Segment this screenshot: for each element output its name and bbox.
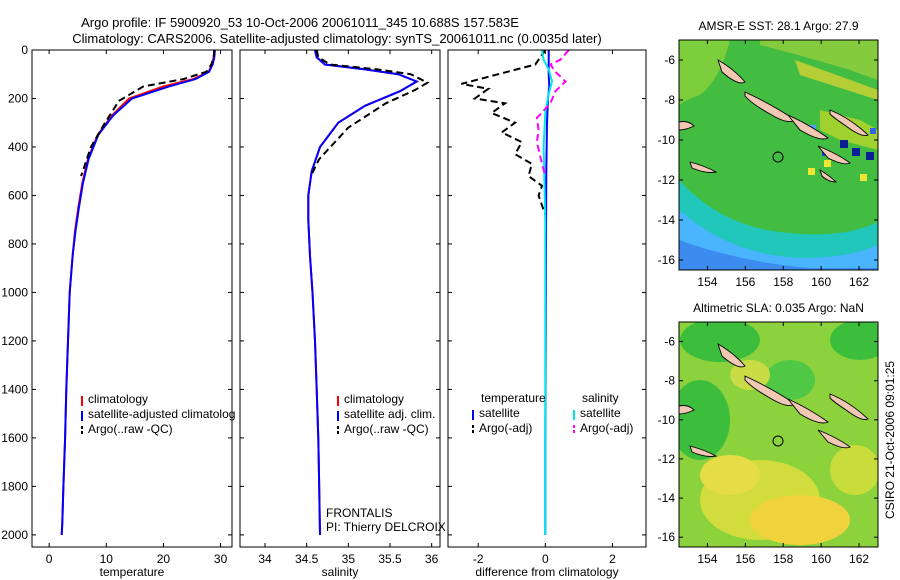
- annotation-text: FRONTALIS: [326, 506, 392, 520]
- x-tick-label: -2: [473, 552, 484, 566]
- y-tick-label: 1400: [1, 382, 28, 396]
- plot-frame-1: [239, 49, 441, 548]
- title-line-1: Argo profile: IF 5900920_53 10-Oct-2006 …: [81, 15, 519, 30]
- argo-position-marker: [772, 435, 784, 447]
- legend-entry: satellite: [580, 406, 621, 420]
- legend-entry: temperature: [481, 391, 546, 405]
- legend-entry: Argo(..raw -QC): [344, 422, 429, 436]
- map-sla-frame: [678, 321, 879, 548]
- legend-entry: climatology: [344, 392, 404, 406]
- x-axis-label: temperature: [100, 565, 165, 579]
- x-tick-label: 34.5: [295, 552, 319, 566]
- map-x-tick-label: 154: [697, 552, 717, 566]
- panel-2-lines: [461, 50, 570, 535]
- x-axis-label: difference from climatology: [475, 565, 618, 579]
- series-line-temperature-argo-adj-: [461, 50, 547, 216]
- map-y-tick-label: -12: [658, 452, 676, 466]
- map-y-tick-label: -14: [658, 213, 676, 227]
- x-tick-label: 34: [258, 552, 272, 566]
- legend-entry: Argo(-adj): [580, 421, 633, 435]
- x-tick-label: 0: [542, 552, 549, 566]
- x-axis-label: salinity: [322, 565, 359, 579]
- series-line-satellite-adjusted-climatolog: [60, 50, 216, 535]
- map-y-tick-label: -10: [658, 413, 676, 427]
- map-x-tick-label: 158: [773, 275, 793, 289]
- x-tick-label: 0: [46, 552, 53, 566]
- chart-overlay: 0 10 20 30temperature0200400600800100012001…: [1, 19, 878, 579]
- legend-entry: satellite: [479, 406, 520, 420]
- series-line-climatology: [307, 50, 419, 535]
- legend-entry: Argo(-adj): [479, 421, 532, 435]
- map-x-tick-label: 156: [735, 275, 755, 289]
- map-title: Altimetric SLA: 0.035 Argo: NaN: [693, 301, 864, 315]
- map-y-tick-label: -8: [664, 93, 675, 107]
- y-tick-label: 0: [21, 43, 28, 57]
- x-tick-label: 36: [425, 552, 439, 566]
- title-line-2: Climatology: CARS2006. Satellite-adjuste…: [72, 31, 601, 46]
- legend-entry: salinity: [582, 391, 619, 405]
- x-tick-label: 30: [214, 552, 228, 566]
- map-x-tick-label: 158: [773, 552, 793, 566]
- y-tick-label: 1200: [1, 334, 28, 348]
- map-y-tick-label: -14: [658, 491, 676, 505]
- map-x-tick-label: 160: [811, 275, 831, 289]
- map-y-tick-label: -10: [658, 133, 676, 147]
- legend-entry: satellite-adjusted climatolog: [88, 407, 235, 421]
- series-line-salinity-satellite: [541, 50, 554, 535]
- y-tick-label: 1800: [1, 479, 28, 493]
- map-y-tick-label: -16: [658, 530, 676, 544]
- x-tick-label: 10: [100, 552, 114, 566]
- map-y-tick-label: -8: [664, 374, 675, 388]
- map-y-tick-label: -16: [658, 253, 676, 267]
- x-tick-label: 35.5: [378, 552, 402, 566]
- map-y-tick-label: -6: [664, 53, 675, 67]
- y-tick-label: 800: [8, 237, 28, 251]
- series-line-climatology: [60, 50, 216, 535]
- panel-0-lines: [60, 50, 216, 535]
- timestamp-stamp: CSIRO 21-Oct-2006 09:01:25: [883, 361, 897, 519]
- panel-1-lines: [307, 50, 430, 535]
- map-x-tick-label: 156: [735, 552, 755, 566]
- map-x-tick-label: 162: [849, 552, 869, 566]
- plot-frame-2: [447, 49, 647, 548]
- map-x-tick-label: 154: [697, 275, 717, 289]
- argo-position-marker: [772, 151, 784, 163]
- map-y-tick-label: -12: [658, 173, 676, 187]
- y-tick-label: 200: [8, 91, 28, 105]
- x-tick-label: 2: [609, 552, 616, 566]
- legend-entry: satellite adj. clim.: [344, 407, 435, 421]
- map-x-tick-label: 160: [811, 552, 831, 566]
- annotation-text: PI: Thierry DELCROIX: [326, 520, 446, 534]
- y-tick-label: 600: [8, 188, 28, 202]
- map-sla: [679, 322, 878, 547]
- map-y-tick-label: -6: [664, 335, 675, 349]
- legend-entry: climatology: [88, 392, 148, 406]
- y-tick-label: 1000: [1, 285, 28, 299]
- x-tick-label: 20: [157, 552, 171, 566]
- y-tick-label: 400: [8, 140, 28, 154]
- map-title: AMSR-E SST: 28.1 Argo: 27.9: [698, 19, 858, 33]
- x-tick-label: 35: [342, 552, 356, 566]
- series-line-satellite-adj-clim-: [307, 50, 419, 535]
- series-line-argo-raw-qc-: [80, 50, 216, 177]
- series-line-salinity-argo-adj-: [535, 50, 570, 177]
- map-sst-frame: [678, 39, 879, 271]
- map-sst: [679, 40, 878, 270]
- y-tick-label: 1600: [1, 431, 28, 445]
- series-line-argo-raw-qc-: [309, 50, 430, 177]
- y-tick-label: 2000: [1, 528, 28, 542]
- plot-frame-0: [31, 49, 233, 548]
- map-x-tick-label: 162: [849, 275, 869, 289]
- legend-entry: Argo(..raw -QC): [88, 422, 173, 436]
